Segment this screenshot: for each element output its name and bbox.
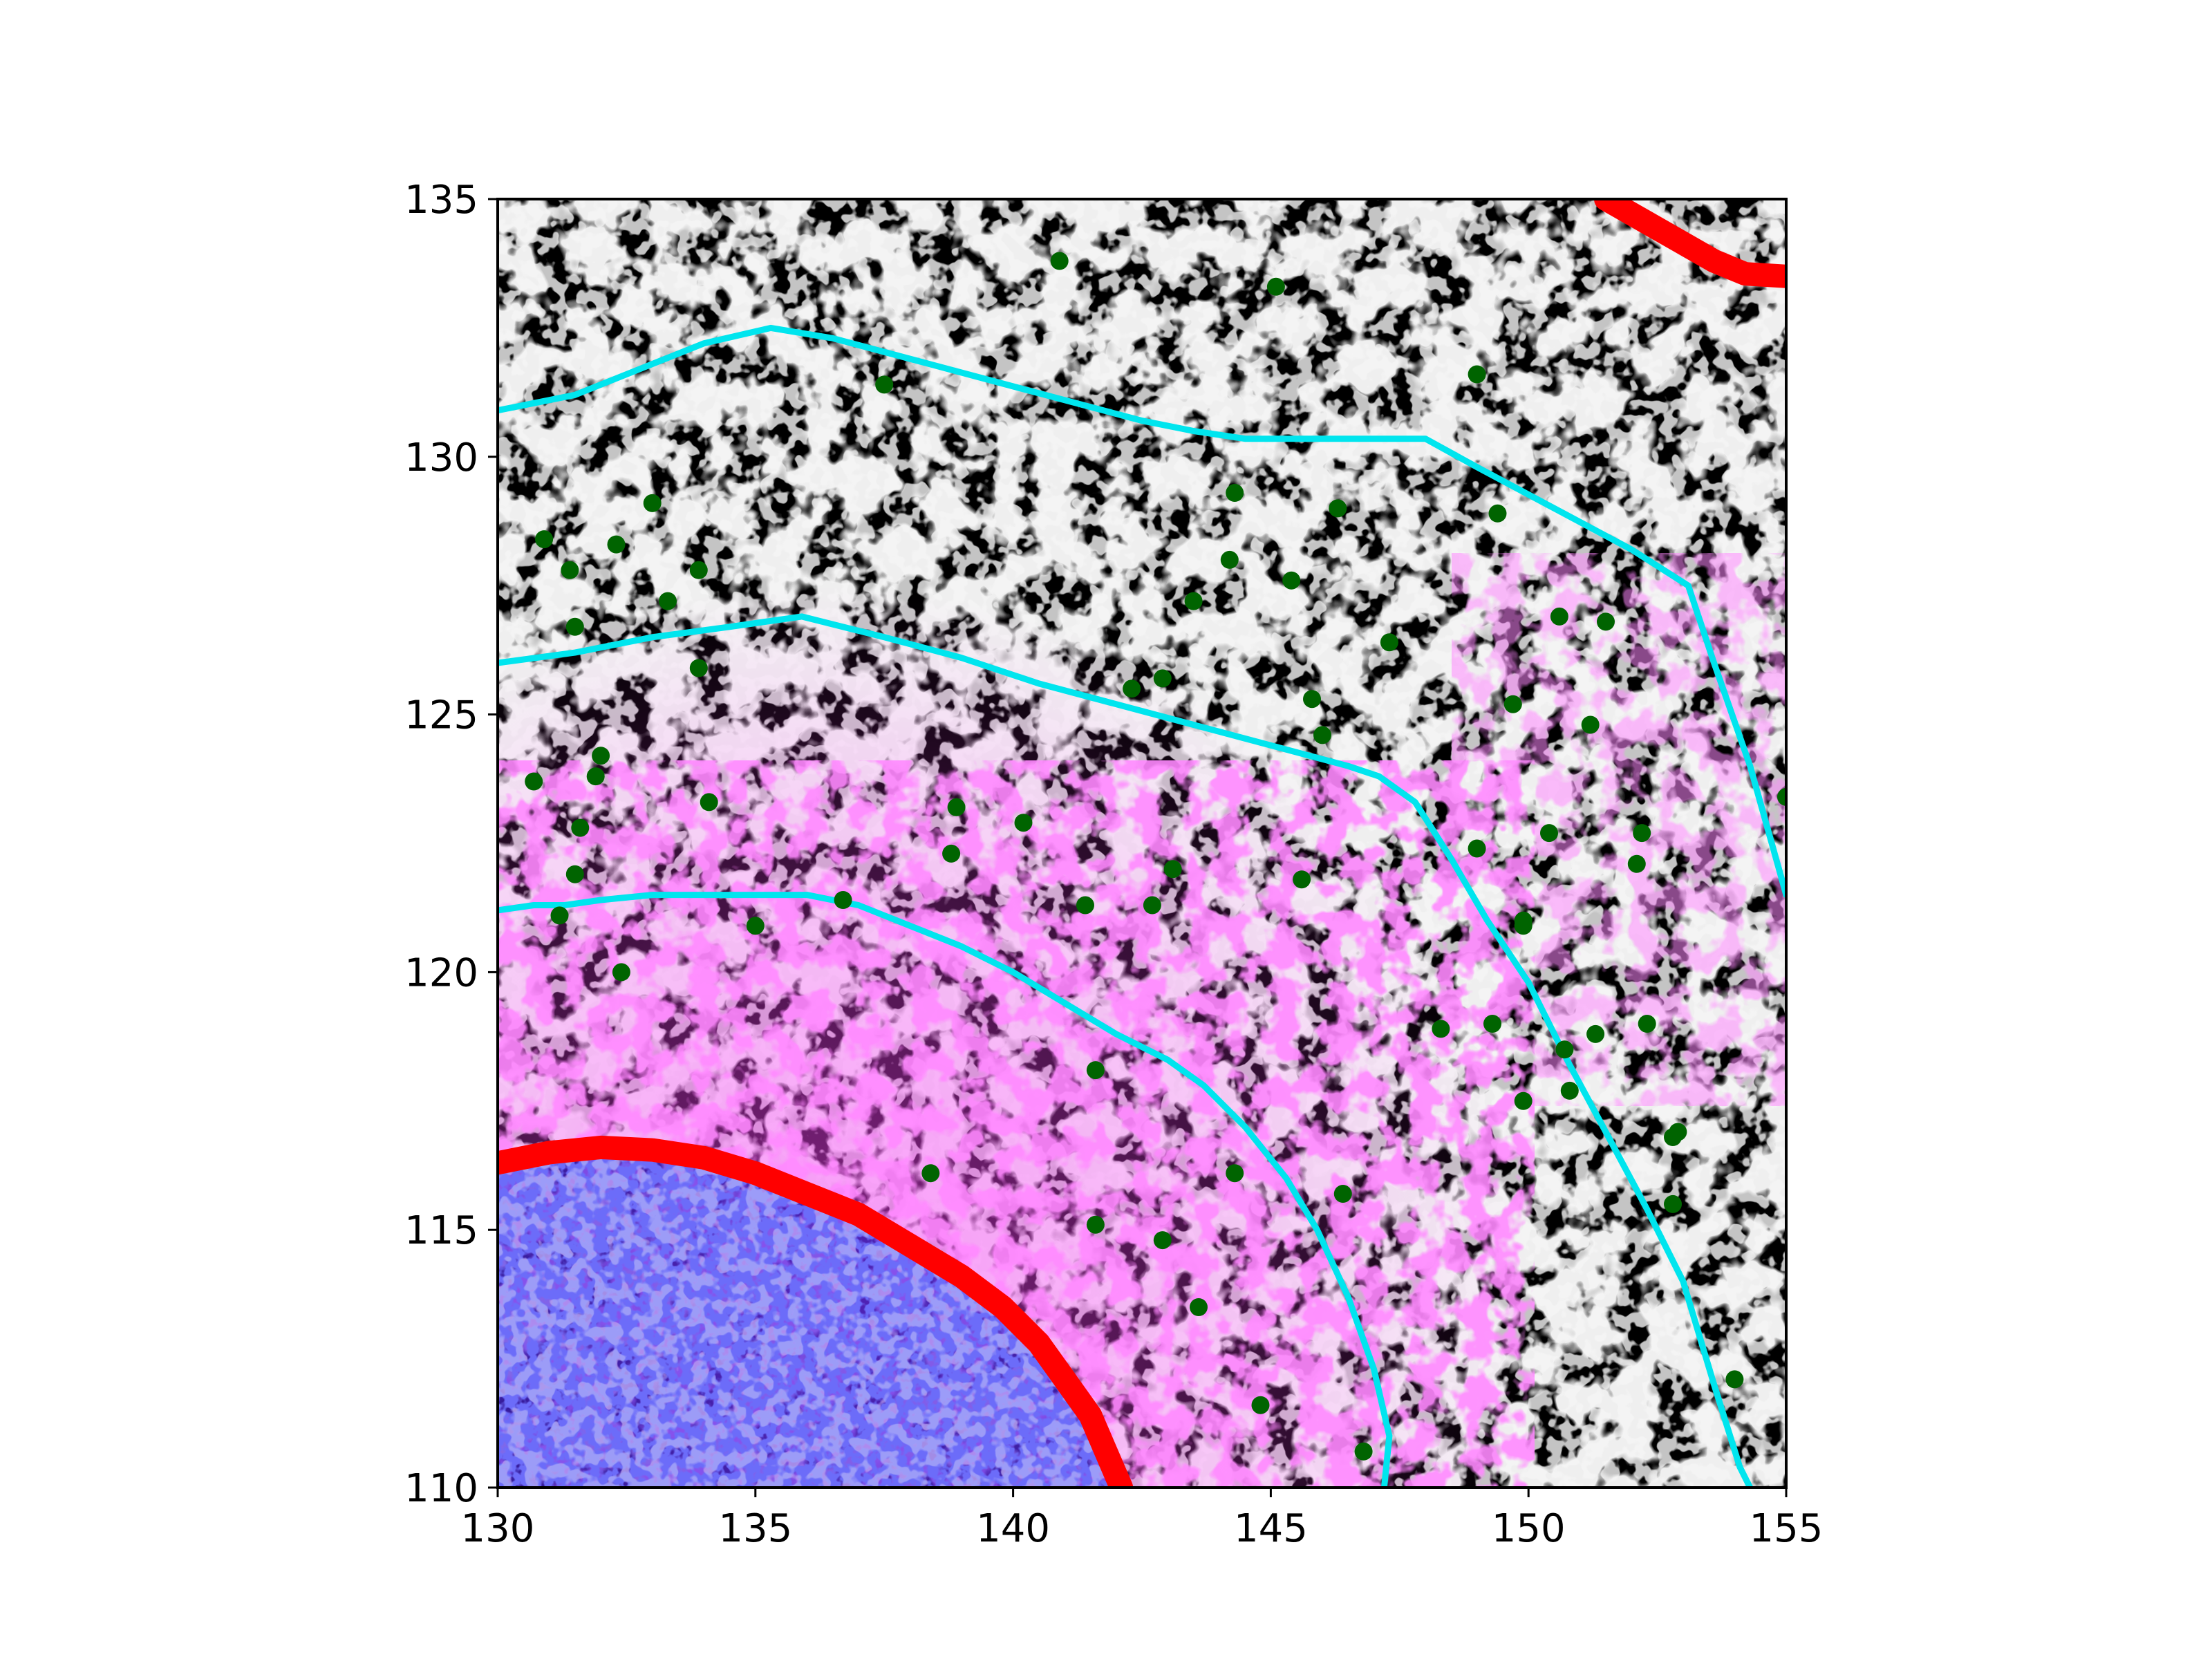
data-point bbox=[1226, 1164, 1244, 1183]
y-tick-label: 135 bbox=[404, 178, 478, 223]
x-tick-label: 145 bbox=[1234, 1506, 1308, 1551]
data-point bbox=[834, 891, 852, 909]
data-point bbox=[1560, 1081, 1579, 1100]
data-point bbox=[586, 767, 605, 786]
data-point bbox=[942, 844, 961, 863]
contour-line-1 bbox=[498, 324, 1786, 899]
data-point bbox=[1488, 504, 1507, 523]
data-point bbox=[1123, 679, 1141, 698]
y-tick-label: 115 bbox=[404, 1208, 478, 1253]
data-point bbox=[1266, 277, 1285, 296]
y-tick-label: 120 bbox=[404, 950, 478, 995]
data-point bbox=[746, 917, 765, 935]
x-tick-label: 150 bbox=[1492, 1506, 1566, 1551]
data-point bbox=[612, 963, 630, 982]
data-point bbox=[689, 561, 708, 579]
data-point bbox=[1153, 669, 1172, 688]
data-point bbox=[1303, 690, 1321, 709]
data-point bbox=[1483, 1015, 1501, 1033]
data-point bbox=[1633, 824, 1651, 843]
data-point bbox=[1143, 896, 1161, 915]
data-point bbox=[689, 659, 708, 677]
data-point bbox=[1550, 607, 1568, 626]
data-point bbox=[550, 906, 569, 925]
ticks-layer: 130 135 140 145 150 155 110 115 120 125 130 135 bbox=[404, 178, 1823, 1551]
data-point bbox=[1540, 824, 1558, 843]
line-layer bbox=[498, 199, 1786, 1488]
data-point bbox=[1777, 787, 1786, 806]
data-point bbox=[1333, 1185, 1352, 1203]
x-tick-label: 135 bbox=[718, 1506, 792, 1551]
data-point bbox=[875, 375, 894, 394]
data-point bbox=[1354, 1442, 1373, 1461]
data-point bbox=[1329, 499, 1347, 518]
data-point bbox=[1669, 1123, 1687, 1141]
data-point bbox=[1380, 633, 1398, 652]
y-tick-label: 130 bbox=[404, 435, 478, 480]
data-point bbox=[1293, 870, 1311, 889]
data-point bbox=[1163, 860, 1182, 879]
data-point bbox=[1627, 854, 1646, 873]
data-point bbox=[1468, 839, 1486, 858]
contour-line-2 bbox=[498, 613, 1754, 1488]
plot-area bbox=[498, 199, 1786, 1488]
data-point bbox=[1153, 1231, 1172, 1250]
data-point bbox=[659, 592, 677, 610]
data-point bbox=[607, 535, 626, 554]
data-point bbox=[1282, 571, 1301, 590]
data-point bbox=[1050, 252, 1069, 270]
data-point bbox=[1076, 896, 1094, 915]
data-point bbox=[592, 747, 610, 765]
data-point bbox=[1086, 1215, 1105, 1234]
data-point bbox=[921, 1164, 940, 1183]
data-point bbox=[1581, 715, 1600, 734]
data-point bbox=[525, 772, 543, 791]
data-point bbox=[571, 818, 590, 837]
data-point bbox=[700, 793, 718, 812]
data-point bbox=[1251, 1396, 1270, 1414]
data-point bbox=[1586, 1024, 1605, 1043]
data-point bbox=[1503, 695, 1522, 713]
data-point bbox=[1664, 1194, 1682, 1213]
data-point bbox=[1014, 814, 1033, 832]
data-point bbox=[535, 530, 554, 549]
contour-line-3 bbox=[498, 892, 1393, 1488]
x-tick-label: 130 bbox=[461, 1506, 535, 1551]
data-point bbox=[1184, 592, 1203, 610]
data-point bbox=[1226, 484, 1244, 502]
data-point bbox=[1597, 612, 1615, 631]
data-point bbox=[1514, 917, 1533, 935]
data-point bbox=[1468, 365, 1486, 384]
y-tick-label: 125 bbox=[404, 693, 478, 738]
axes-frame bbox=[496, 198, 1788, 1489]
data-point bbox=[1432, 1020, 1450, 1038]
data-point bbox=[1220, 550, 1239, 569]
boundary-line-1 bbox=[498, 1135, 1134, 1488]
x-tick-label: 155 bbox=[1750, 1506, 1824, 1551]
y-tick-label: 110 bbox=[404, 1466, 478, 1511]
x-tick-label: 140 bbox=[976, 1506, 1050, 1551]
data-point bbox=[561, 561, 579, 579]
data-point bbox=[1555, 1040, 1574, 1059]
boundary-line-2 bbox=[1594, 199, 1786, 288]
data-point bbox=[643, 494, 662, 512]
data-point bbox=[1313, 726, 1331, 744]
data-point bbox=[1514, 1091, 1533, 1110]
data-point bbox=[1190, 1298, 1208, 1316]
data-point bbox=[947, 798, 966, 816]
data-point bbox=[1086, 1061, 1105, 1080]
data-point bbox=[565, 865, 584, 883]
points-layer bbox=[525, 252, 1786, 1461]
data-point bbox=[1638, 1015, 1656, 1033]
data-point bbox=[565, 617, 584, 636]
data-point bbox=[1725, 1370, 1744, 1389]
